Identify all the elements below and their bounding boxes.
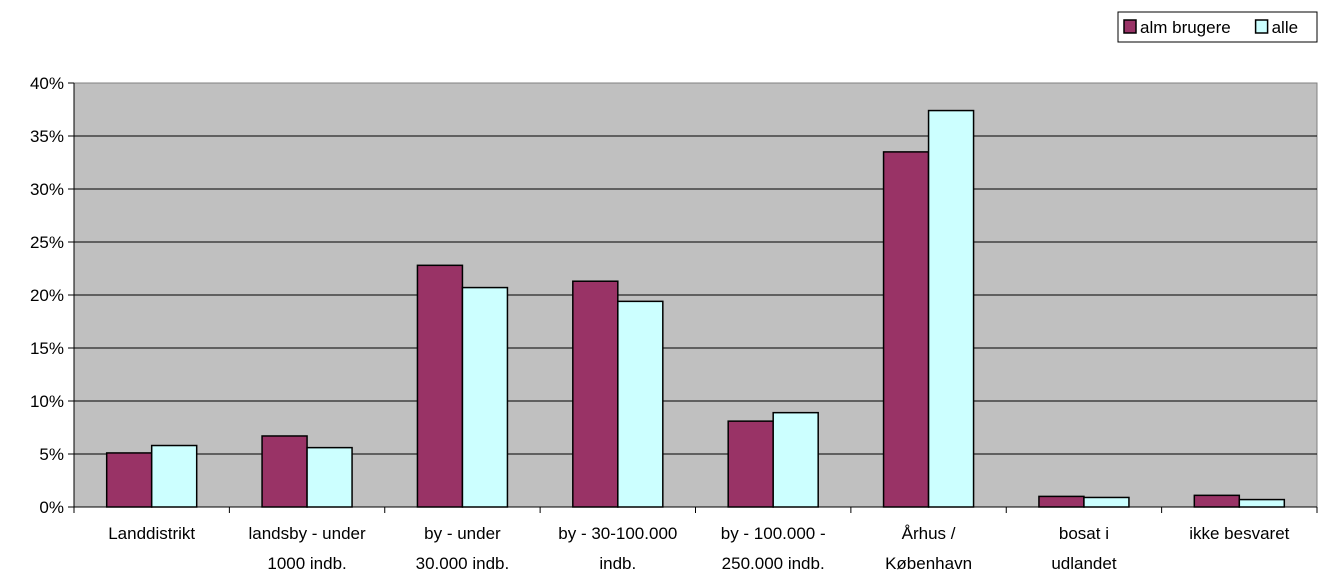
bar-alle	[1083, 496, 1130, 508]
bar-alle	[461, 286, 509, 508]
bar-alle	[617, 300, 664, 508]
x-tick-label: ikke besvaret	[1189, 524, 1289, 543]
y-tick-label: 5%	[39, 445, 64, 464]
bar-alm-brugere	[261, 435, 308, 508]
y-tick-label: 30%	[30, 180, 64, 199]
bar-alm-brugere	[882, 151, 930, 508]
bar-alle	[150, 444, 198, 508]
legend-label: alle	[1272, 18, 1298, 37]
x-tick-label: Landdistrikt	[108, 524, 195, 543]
y-tick-label: 10%	[30, 392, 64, 411]
x-tick-label: Århus /	[902, 524, 956, 543]
legend-swatch	[1123, 19, 1137, 34]
legend: alm brugere alle	[1117, 11, 1318, 43]
y-tick-label: 25%	[30, 233, 64, 252]
bar-alm-brugere	[1193, 494, 1241, 508]
x-tick-label: København	[885, 554, 972, 573]
x-tick-label: landsby - under	[248, 524, 366, 543]
bar-alm-brugere	[1038, 495, 1085, 508]
legend-label: alm brugere	[1140, 18, 1231, 37]
y-tick-label: 15%	[30, 339, 64, 358]
x-tick-label: udlandet	[1051, 554, 1117, 573]
x-tick-label: by - 30-100.000	[558, 524, 677, 543]
bar-alle	[1238, 498, 1286, 508]
x-tick-label: 250.000 indb.	[722, 554, 825, 573]
x-tick-label: indb.	[599, 554, 636, 573]
legend-box	[1117, 11, 1318, 43]
bar-alm-brugere	[416, 264, 464, 508]
bar-alm-brugere	[572, 280, 619, 508]
bar-alle	[927, 109, 975, 508]
bar-alle	[772, 411, 819, 508]
x-axis: Landdistrikt landsby - under 1000 indb. by …	[73, 506, 1318, 573]
y-tick-label: 20%	[30, 286, 64, 305]
y-tick-label: 0%	[39, 498, 64, 517]
y-axis: 0% 5% 10% 15% 20% 25% 30% 35% 40%	[30, 74, 75, 517]
x-tick-label: 1000 indb.	[267, 554, 346, 573]
bars	[105, 109, 1286, 508]
y-tick-label: 35%	[30, 127, 64, 146]
bar-alle	[306, 446, 353, 508]
y-tick-label: 40%	[30, 74, 64, 93]
bar-alm-brugere	[727, 420, 774, 508]
x-tick-label: 30.000 indb.	[416, 554, 510, 573]
bar-alm-brugere	[105, 452, 153, 508]
x-tick-label: by - 100.000 -	[721, 524, 826, 543]
x-tick-label: by - under	[424, 524, 501, 543]
x-tick-label: bosat i	[1059, 524, 1109, 543]
legend-swatch	[1254, 19, 1269, 34]
